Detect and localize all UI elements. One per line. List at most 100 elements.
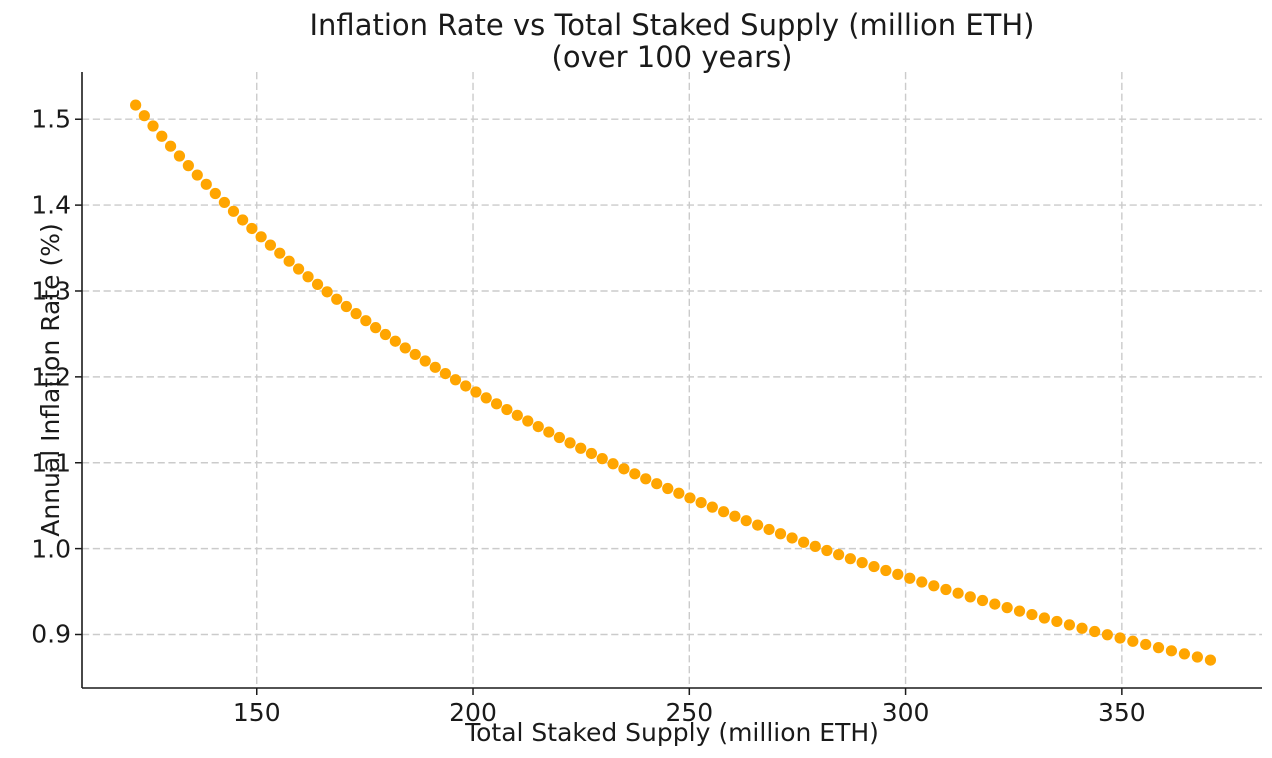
data-point <box>209 187 221 200</box>
data-point <box>522 415 534 427</box>
data-point <box>651 478 663 490</box>
data-point <box>191 169 203 181</box>
data-point <box>904 572 916 584</box>
data-point <box>1114 632 1126 644</box>
data-point <box>553 431 566 444</box>
data-point <box>147 120 159 132</box>
data-point <box>844 553 856 565</box>
y-tick-label-1.1: 1.1 <box>31 448 71 478</box>
data-point <box>575 442 587 454</box>
data-point <box>1076 622 1088 634</box>
y-tick-label-1.3: 1.3 <box>31 276 71 306</box>
x-tick-label-200: 200 <box>449 698 497 727</box>
x-axis-label: Total Staked Supply (million ETH) <box>465 718 879 747</box>
data-point <box>673 487 685 499</box>
y-tick-label-1.2: 1.2 <box>31 362 71 392</box>
data-point <box>255 231 267 243</box>
data-point <box>1038 612 1050 624</box>
data-point <box>684 492 696 504</box>
data-point <box>856 557 868 569</box>
data-point <box>695 496 707 509</box>
data-point <box>786 532 798 544</box>
data-point <box>1051 615 1063 628</box>
chart-title: Inflation Rate vs Total Staked Supply (m… <box>82 9 1262 73</box>
data-point <box>490 398 503 410</box>
data-point <box>409 348 421 361</box>
data-point <box>868 560 880 573</box>
data-point <box>480 392 492 404</box>
data-point <box>798 536 810 548</box>
data-point <box>200 178 212 190</box>
data-point <box>360 315 372 327</box>
data-point <box>218 196 230 209</box>
data-point <box>138 110 150 122</box>
data-point <box>1101 629 1113 641</box>
data-point <box>264 239 277 251</box>
data-point <box>940 583 952 596</box>
data-point <box>379 328 392 341</box>
data-point <box>809 540 821 552</box>
x-tick-label-150: 150 <box>232 698 281 727</box>
data-point <box>1191 651 1203 663</box>
data-point <box>1204 654 1217 666</box>
data-point <box>718 506 730 518</box>
data-point <box>916 576 928 588</box>
data-point <box>370 322 382 334</box>
data-point <box>130 99 142 111</box>
y-tick-label-1.5: 1.5 <box>31 104 71 134</box>
data-point <box>292 263 305 275</box>
data-point <box>511 409 523 421</box>
data-point <box>1165 645 1178 657</box>
y-tick-label-1.4: 1.4 <box>31 190 71 220</box>
data-point <box>752 519 764 531</box>
data-point <box>821 544 833 557</box>
data-point <box>460 380 472 392</box>
data-point <box>1026 608 1038 621</box>
data-point <box>706 501 718 513</box>
data-point <box>340 300 352 313</box>
data-point <box>952 587 964 599</box>
data-point <box>237 214 249 226</box>
chart-title-line2: (over 100 years) <box>551 40 793 74</box>
data-point <box>429 361 441 373</box>
data-point <box>618 463 630 475</box>
data-point <box>596 453 608 465</box>
y-tick-label-1: 1.0 <box>31 534 71 564</box>
x-tick-label-300: 300 <box>881 698 930 727</box>
data-point <box>532 420 544 433</box>
data-point <box>321 286 333 298</box>
data-point <box>173 150 186 162</box>
data-point <box>976 594 989 607</box>
data-point <box>662 482 674 495</box>
data-point <box>331 293 343 305</box>
data-point <box>1140 638 1152 651</box>
data-point <box>182 160 194 172</box>
data-point <box>629 468 641 480</box>
data-point <box>274 247 286 259</box>
data-point <box>156 130 168 142</box>
data-point <box>774 528 787 540</box>
chart-title-line1: Inflation Rate vs Total Staked Supply (m… <box>309 8 1035 42</box>
data-point <box>1089 625 1101 638</box>
data-point <box>1063 619 1076 631</box>
data-point <box>164 140 177 152</box>
data-point <box>302 271 314 283</box>
data-point <box>1013 605 1026 617</box>
data-point <box>763 523 775 536</box>
data-point <box>833 549 845 561</box>
data-point <box>585 447 598 460</box>
data-point <box>449 374 462 386</box>
data-point <box>227 205 240 217</box>
x-tick-label-250: 250 <box>665 698 714 727</box>
x-tick-label-350: 350 <box>1097 698 1146 727</box>
data-point <box>470 386 482 398</box>
data-point <box>1178 648 1191 660</box>
data-point <box>1127 635 1139 647</box>
data-point <box>439 368 451 380</box>
data-point <box>740 515 752 527</box>
data-point <box>501 403 513 416</box>
data-point <box>564 437 576 449</box>
data-point <box>928 580 940 592</box>
data-point <box>350 308 362 320</box>
